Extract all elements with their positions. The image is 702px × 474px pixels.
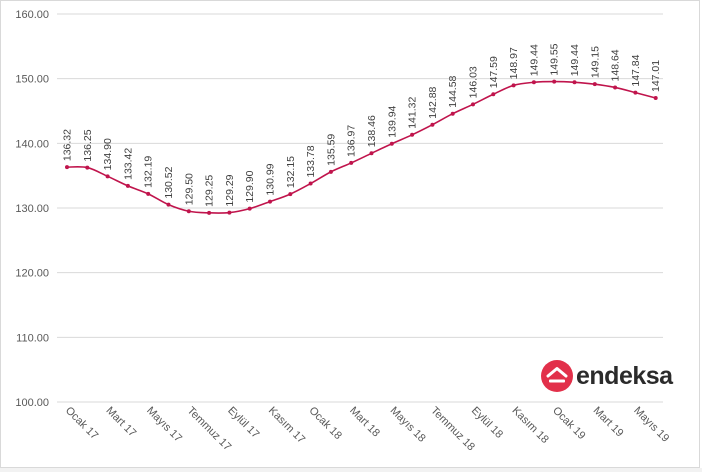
data-point: [450, 111, 455, 116]
data-label: 146.03: [468, 66, 480, 98]
data-label: 133.78: [305, 145, 317, 177]
data-label: 130.99: [265, 163, 277, 195]
series-line: [66, 80, 656, 214]
data-point: [247, 206, 252, 211]
data-label: 136.25: [82, 129, 94, 161]
data-label: 129.50: [183, 173, 195, 205]
y-tick-label: 110.00: [16, 332, 49, 344]
data-point: [125, 183, 130, 188]
data-point: [511, 83, 516, 88]
y-axis: 100.00 110.00 120.00 130.00 140.00 150.00 160.…: [15, 9, 49, 409]
bottom-strip: [0, 468, 702, 472]
data-point: [349, 160, 354, 165]
data-point: [227, 210, 232, 215]
data-point: [410, 132, 415, 137]
data-point: [186, 209, 191, 214]
data-point: [288, 192, 293, 197]
data-point: [531, 80, 536, 85]
data-label: 134.90: [102, 138, 114, 170]
gridlines: [57, 13, 663, 403]
x-tick-label: Mart 19: [591, 405, 626, 440]
data-point: [552, 79, 557, 84]
y-tick-label: 150.00: [15, 74, 49, 86]
data-label: 132.15: [285, 156, 297, 188]
data-point: [328, 169, 333, 174]
data-label: 129.90: [244, 170, 256, 202]
data-point: [389, 141, 394, 146]
data-point: [268, 199, 272, 204]
brand-logo: endeksa: [541, 359, 673, 393]
data-point: [572, 80, 577, 85]
data-point: [633, 90, 638, 95]
x-tick-label: Ocak 17: [63, 405, 100, 442]
data-label: 147.01: [650, 60, 662, 92]
data-point: [430, 122, 435, 127]
data-point: [146, 191, 151, 196]
x-tick-label: Ocak 19: [550, 405, 587, 442]
x-tick-label: Mayıs 19: [631, 405, 671, 445]
x-tick-label: Mart 18: [347, 405, 382, 440]
data-label: 129.29: [224, 174, 236, 206]
y-tick-label: 120.00: [15, 268, 49, 280]
x-tick-label: Kasım 17: [266, 405, 307, 446]
data-point: [85, 165, 90, 170]
data-point: [65, 165, 69, 170]
data-point: [491, 92, 496, 97]
data-label: 132.19: [143, 156, 155, 188]
data-label: 147.84: [630, 54, 642, 86]
data-point: [471, 102, 475, 107]
y-tick-label: 160.00: [15, 9, 49, 21]
x-tick-label: Mart 17: [103, 405, 138, 440]
y-tick-label: 100.00: [15, 397, 49, 409]
x-tick-label: Eylül 18: [469, 405, 505, 441]
x-tick-label: Mayıs 17: [144, 405, 184, 445]
data-point: [166, 202, 171, 207]
data-label: 138.46: [366, 115, 378, 147]
y-tick-label: 130.00: [15, 203, 49, 215]
data-points: [65, 79, 658, 215]
series-path: [66, 80, 656, 214]
data-labels: 136.32 136.25 134.90 133.42 132.19 130.52 129.…: [62, 43, 663, 207]
data-label: 148.64: [610, 49, 622, 81]
data-label: 149.15: [589, 46, 601, 78]
data-point: [592, 82, 597, 87]
data-point: [369, 151, 374, 156]
x-tick-label: Eylül 17: [225, 405, 261, 441]
x-tick-label: Ocak 18: [306, 405, 343, 442]
data-label: 133.42: [122, 148, 134, 180]
data-label: 148.97: [508, 47, 520, 79]
x-tick-label: Kasım 18: [509, 405, 550, 446]
y-tick-label: 140.00: [15, 138, 49, 150]
data-label: 141.32: [407, 97, 419, 129]
data-point: [653, 96, 658, 101]
brand-name: endeksa: [576, 361, 673, 390]
data-label: 130.52: [163, 166, 175, 198]
data-label: 147.59: [488, 56, 500, 88]
data-point: [105, 174, 110, 179]
x-tick-label: Mayıs 18: [388, 405, 428, 445]
data-point: [308, 181, 313, 186]
data-point: [207, 210, 212, 215]
data-label: 149.44: [569, 44, 581, 76]
house-logo-icon: [541, 360, 573, 392]
data-label: 149.44: [528, 44, 540, 76]
data-label: 136.32: [62, 129, 74, 161]
data-label: 149.55: [549, 43, 561, 75]
data-label: 139.94: [386, 105, 398, 137]
data-label: 142.88: [427, 86, 439, 118]
data-label: 135.59: [325, 134, 337, 166]
data-point: [613, 85, 618, 90]
data-label: 144.58: [447, 75, 459, 107]
data-label: 129.25: [204, 175, 216, 207]
data-label: 136.97: [346, 125, 358, 157]
